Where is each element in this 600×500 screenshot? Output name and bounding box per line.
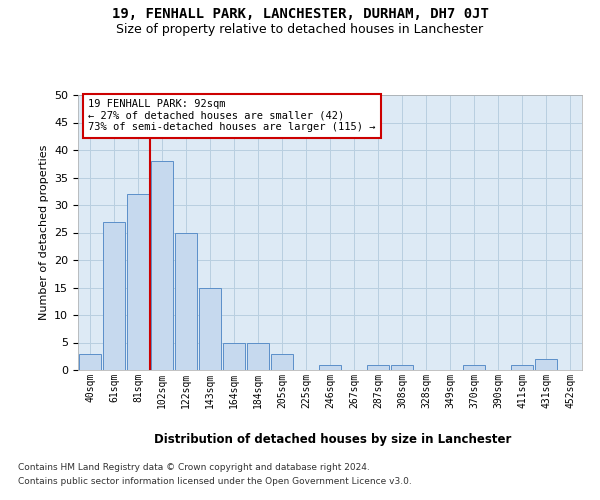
Text: 19 FENHALL PARK: 92sqm
← 27% of detached houses are smaller (42)
73% of semi-det: 19 FENHALL PARK: 92sqm ← 27% of detached…	[88, 99, 376, 132]
Bar	[175, 232, 197, 370]
Bar	[367, 364, 389, 370]
Bar	[79, 354, 101, 370]
Text: Contains HM Land Registry data © Crown copyright and database right 2024.: Contains HM Land Registry data © Crown c…	[18, 464, 370, 472]
Bar	[463, 364, 485, 370]
Bar	[127, 194, 149, 370]
Bar	[511, 364, 533, 370]
Text: 19, FENHALL PARK, LANCHESTER, DURHAM, DH7 0JT: 19, FENHALL PARK, LANCHESTER, DURHAM, DH…	[112, 8, 488, 22]
Bar	[391, 364, 413, 370]
Bar	[247, 342, 269, 370]
Bar	[199, 288, 221, 370]
Text: Distribution of detached houses by size in Lanchester: Distribution of detached houses by size …	[154, 432, 512, 446]
Bar	[103, 222, 125, 370]
Bar	[535, 359, 557, 370]
Bar	[319, 364, 341, 370]
Bar	[223, 342, 245, 370]
Text: Contains public sector information licensed under the Open Government Licence v3: Contains public sector information licen…	[18, 477, 412, 486]
Bar	[271, 354, 293, 370]
Y-axis label: Number of detached properties: Number of detached properties	[38, 145, 49, 320]
Bar	[151, 161, 173, 370]
Text: Size of property relative to detached houses in Lanchester: Size of property relative to detached ho…	[116, 22, 484, 36]
